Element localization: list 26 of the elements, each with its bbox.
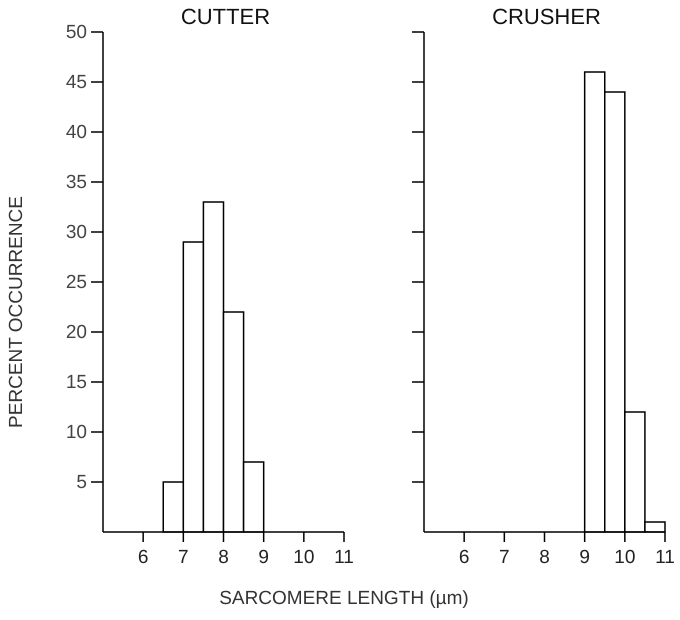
x-tick-label: 10 [614, 547, 636, 568]
y-tick-label: 10 [66, 422, 87, 443]
x-tick-label: 11 [655, 547, 675, 568]
y-tick-label: 50 [66, 22, 87, 43]
y-tick-label: 15 [66, 372, 87, 393]
x-axis-title: SARCOMERE LENGTH (µm) [219, 588, 469, 609]
chart-title: CRUSHER [492, 4, 601, 29]
x-tick-label: 6 [458, 547, 470, 568]
x-tick-label: 9 [258, 547, 269, 568]
y-tick-label: 40 [66, 122, 87, 143]
x-tick-label: 11 [334, 547, 354, 568]
y-tick-label: 30 [66, 222, 87, 243]
chart-title: CUTTER [180, 4, 270, 29]
y-axis-title: PERCENT OCCURRENCE [6, 196, 27, 428]
y-tick-label: 35 [66, 172, 87, 193]
x-tick-label: 10 [293, 547, 314, 568]
y-tick-label: 45 [66, 72, 87, 93]
x-tick-label: 7 [178, 547, 189, 568]
x-tick-label: 8 [218, 547, 229, 568]
x-tick-label: 7 [499, 547, 510, 568]
y-tick-label: 5 [76, 472, 87, 493]
y-tick-label: 20 [66, 322, 87, 343]
x-tick-label: 6 [138, 547, 148, 568]
x-tick-label: 9 [579, 547, 590, 568]
x-tick-label: 8 [539, 547, 550, 568]
y-tick-label: 25 [66, 272, 87, 293]
